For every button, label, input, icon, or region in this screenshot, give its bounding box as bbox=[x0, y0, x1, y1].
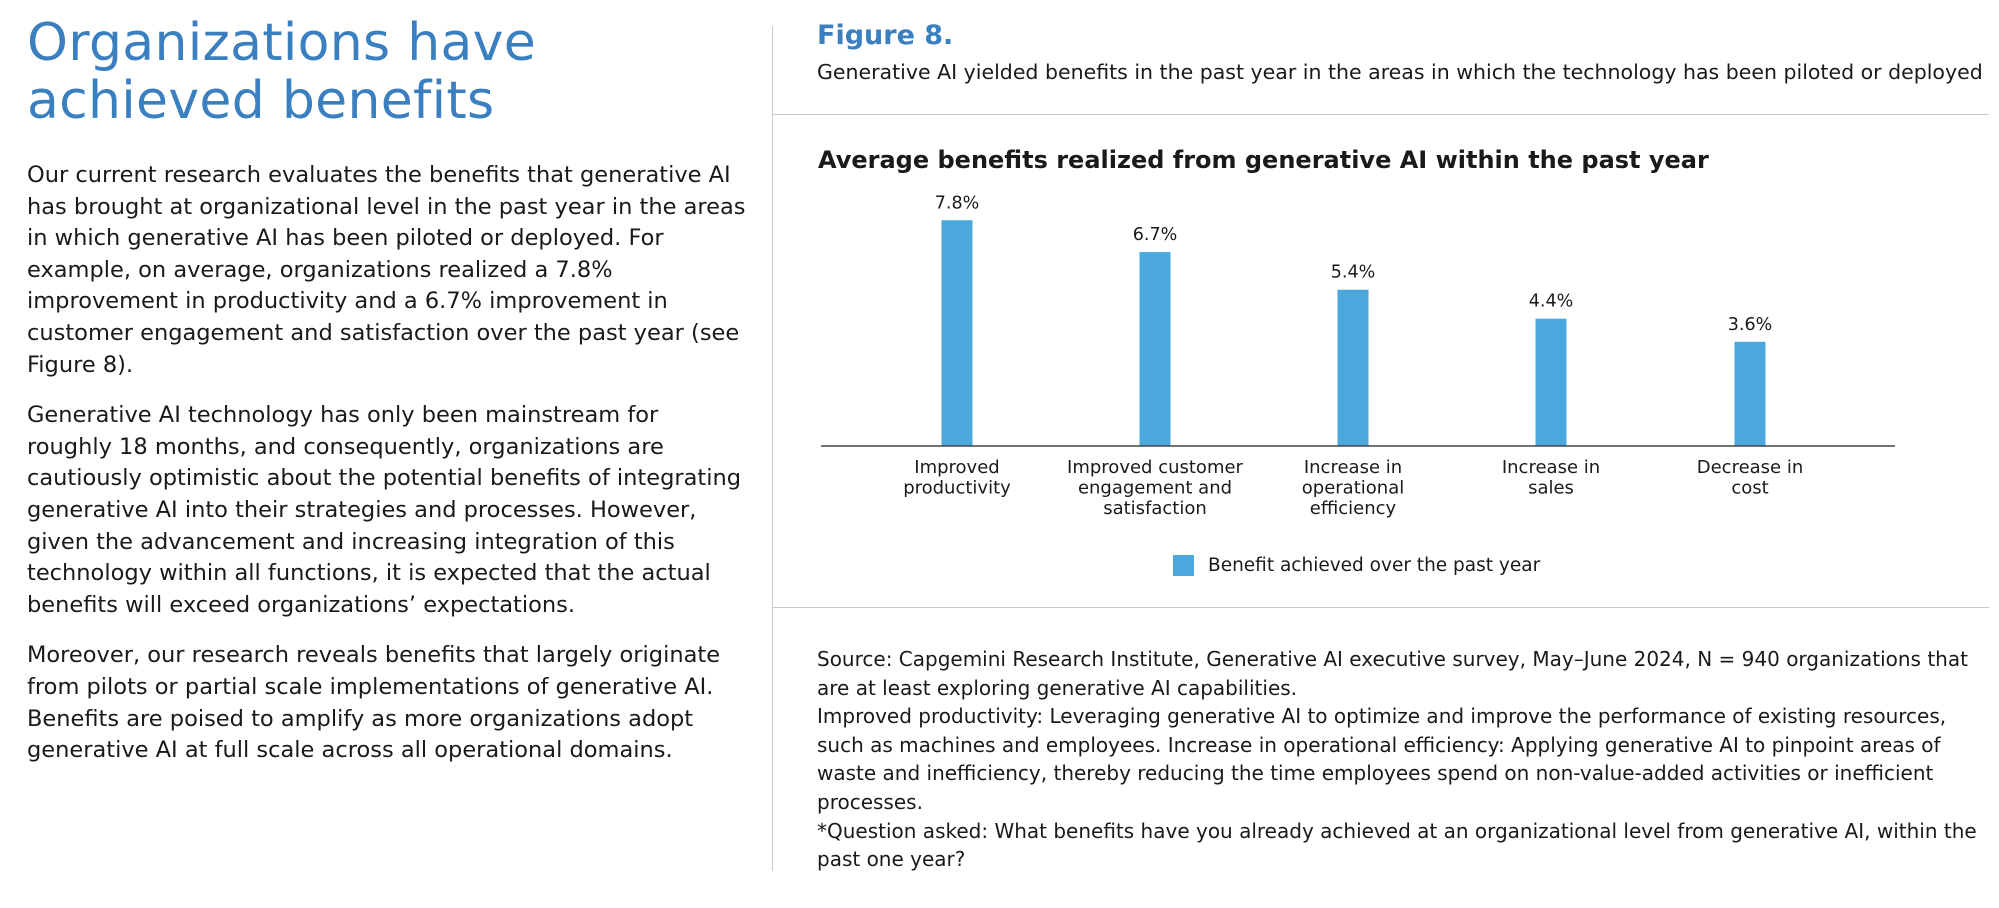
figure-footer-divider bbox=[772, 607, 1989, 608]
legend-label: Benefit achieved over the past year bbox=[1208, 555, 1541, 576]
category-label-1: Improved customer engagement and satisfact… bbox=[1067, 457, 1244, 519]
figure-header-divider bbox=[772, 114, 1989, 115]
article-column: Organizations have achieved benefits Our… bbox=[27, 14, 747, 786]
section-heading: Organizations have achieved benefits bbox=[27, 14, 747, 130]
bar-0 bbox=[941, 220, 973, 446]
question-note: *Question asked: What benefits have you … bbox=[817, 818, 1977, 872]
bar-3 bbox=[1535, 318, 1567, 446]
chart-title: Average benefits realized from generativ… bbox=[818, 146, 1709, 174]
value-label-0: 7.8% bbox=[935, 193, 979, 213]
heading-line-2: achieved benefits bbox=[27, 71, 495, 131]
source-note: Source: Capgemini Research Institute, Ge… bbox=[817, 647, 1968, 700]
bar-2 bbox=[1337, 289, 1369, 446]
body-paragraph-2: Generative AI technology has only been m… bbox=[27, 402, 742, 618]
heading-line-1: Organizations have bbox=[27, 13, 537, 73]
category-label-3: Increase in sales bbox=[1502, 457, 1600, 499]
body-paragraph-1: Our current research evaluates the benef… bbox=[27, 162, 746, 378]
figure-source-notes: Source: Capgemini Research Institute, Ge… bbox=[817, 645, 1987, 874]
definition-note: Improved productivity: Leveraging genera… bbox=[817, 704, 1947, 814]
value-label-3: 4.4% bbox=[1529, 292, 1573, 312]
figure-subtitle: Generative AI yielded benefits in the pa… bbox=[817, 60, 1983, 84]
value-label-2: 5.4% bbox=[1331, 263, 1375, 283]
bar-4 bbox=[1734, 341, 1766, 446]
chart-legend: Benefit achieved over the past year bbox=[1173, 555, 1540, 576]
category-label-4: Decrease in cost bbox=[1697, 457, 1804, 499]
legend-swatch bbox=[1173, 555, 1194, 576]
column-divider bbox=[772, 26, 773, 871]
bar-1 bbox=[1139, 252, 1171, 446]
category-label-2: Increase in operational efficiency bbox=[1302, 457, 1404, 519]
value-label-4: 3.6% bbox=[1728, 315, 1772, 335]
figure-label: Figure 8. bbox=[817, 20, 954, 51]
value-label-1: 6.7% bbox=[1133, 225, 1177, 245]
body-paragraph-3: Moreover, our research reveals benefits … bbox=[27, 642, 721, 764]
category-label-0: Improved productivity bbox=[903, 457, 1011, 499]
